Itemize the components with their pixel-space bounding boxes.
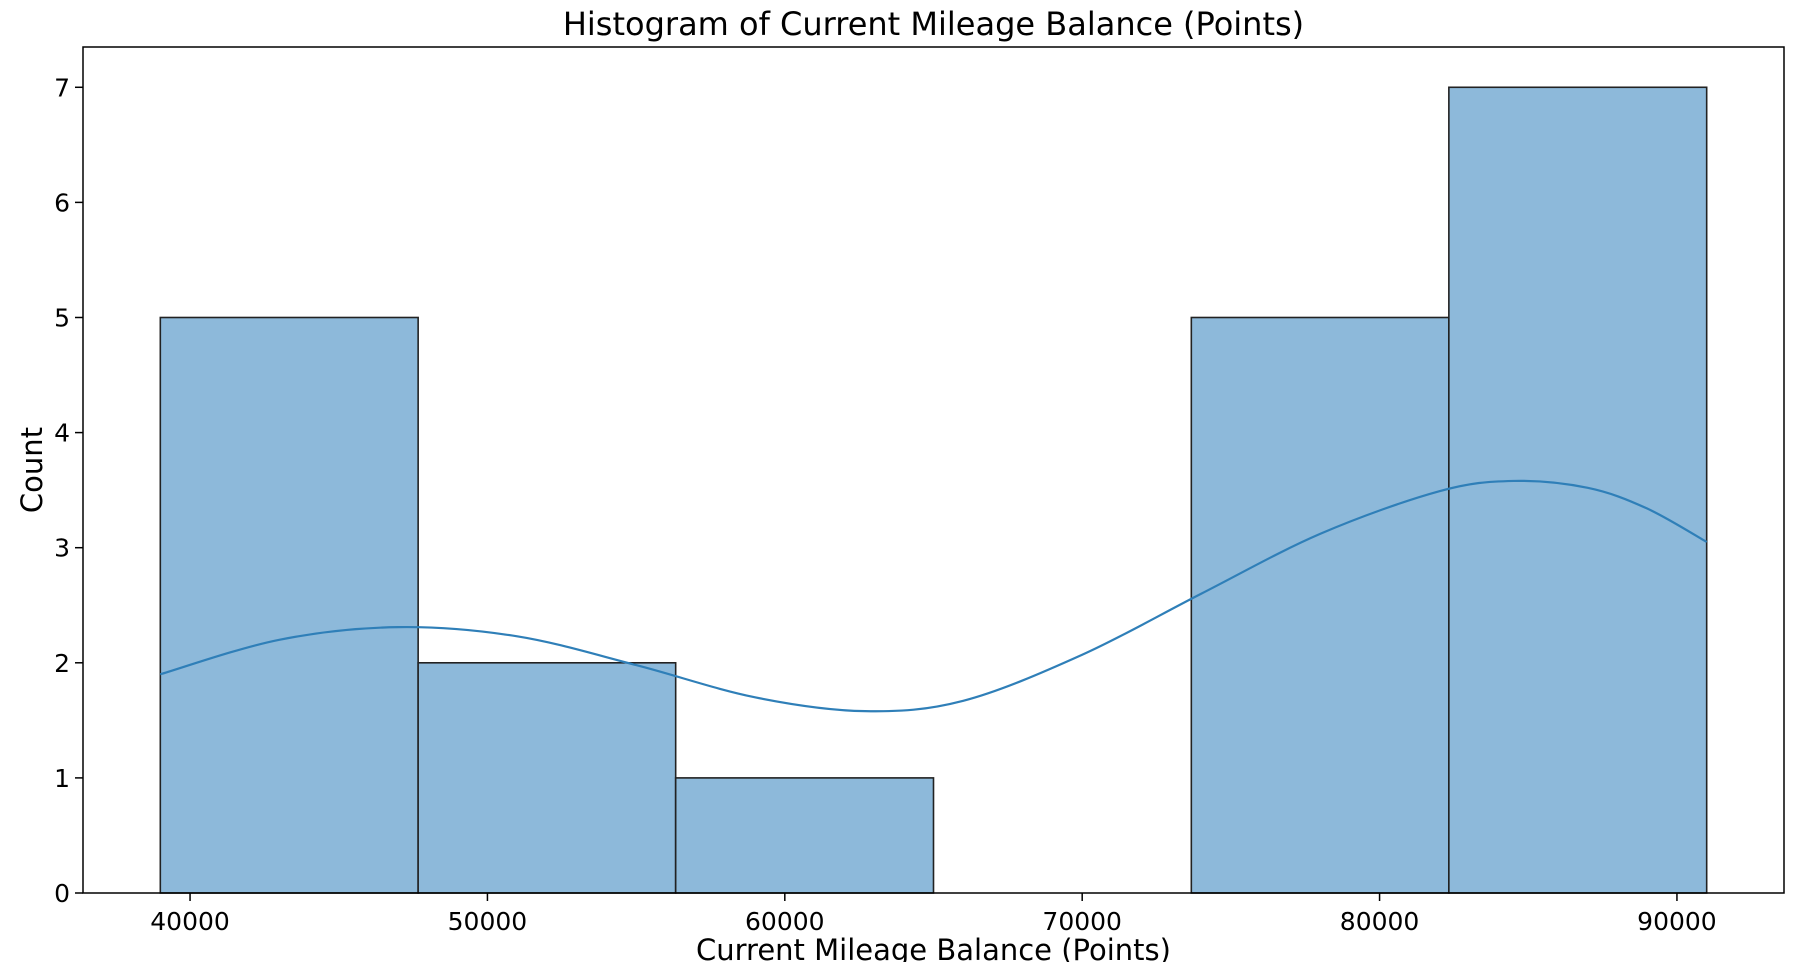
y-tick-label-5: 5 bbox=[54, 303, 70, 332]
kde-layer bbox=[160, 479, 1708, 713]
x-tick-label-40000: 40000 bbox=[150, 907, 230, 936]
histogram-bar-5 bbox=[1448, 86, 1708, 894]
x-tick-label-90000: 90000 bbox=[1637, 907, 1717, 936]
histogram-bar-0 bbox=[159, 316, 419, 894]
y-axis: 0 1 2 3 4 5 6 7 bbox=[54, 73, 83, 908]
histogram-bar-1 bbox=[417, 661, 677, 894]
y-axis-label: Count bbox=[15, 427, 49, 513]
kde-line bbox=[160, 479, 1708, 713]
y-tick-label-3: 3 bbox=[54, 534, 70, 563]
x-tick-label-80000: 80000 bbox=[1340, 907, 1420, 936]
bars-layer bbox=[159, 86, 1708, 894]
y-tick-label-1: 1 bbox=[54, 764, 70, 793]
x-tick-label-60000: 60000 bbox=[745, 907, 825, 936]
y-tick-label-2: 2 bbox=[54, 649, 70, 678]
y-tick-label-4: 4 bbox=[54, 419, 70, 448]
y-tick-label-7: 7 bbox=[54, 73, 70, 102]
histogram-bar-2 bbox=[674, 777, 935, 894]
y-tick-label-0: 0 bbox=[54, 879, 70, 908]
x-tick-label-50000: 50000 bbox=[448, 907, 528, 936]
x-axis: 40000 50000 60000 70000 80000 90000 bbox=[150, 893, 1717, 936]
chart-title: Histogram of Current Mileage Balance (Po… bbox=[563, 5, 1304, 43]
y-tick-label-6: 6 bbox=[54, 188, 70, 217]
histogram-bar-4 bbox=[1190, 316, 1450, 894]
x-tick-label-70000: 70000 bbox=[1042, 907, 1122, 936]
plot-frame bbox=[82, 46, 1785, 894]
x-axis-label: Current Mileage Balance (Points) bbox=[696, 933, 1171, 962]
